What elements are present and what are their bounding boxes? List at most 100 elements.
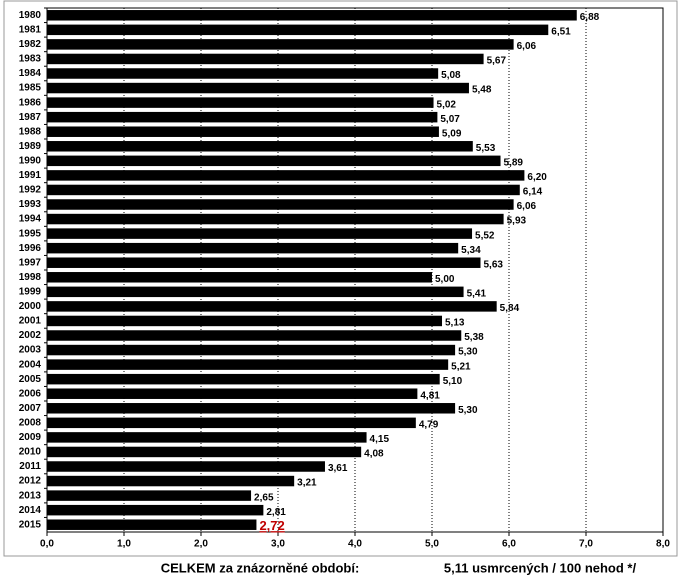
footer-label: CELKEM za znázorněné období: <box>161 560 360 575</box>
y-tick-label: 1989 <box>19 141 42 152</box>
y-tick-label: 1981 <box>19 24 42 35</box>
y-tick-label: 2000 <box>19 301 42 312</box>
y-tick-label: 2004 <box>19 359 42 370</box>
x-tick-label: 2,0 <box>194 539 208 550</box>
bar <box>47 330 462 341</box>
x-tick-label: 4,0 <box>348 539 362 550</box>
y-tick-label: 1991 <box>19 170 42 181</box>
y-tick-label: 1995 <box>19 228 42 239</box>
bar <box>47 432 367 443</box>
y-tick-label: 1983 <box>19 54 42 65</box>
bar <box>47 155 501 167</box>
y-tick-label: 2013 <box>19 490 42 501</box>
value-label: 5,30 <box>458 347 478 358</box>
value-label: 5,09 <box>442 128 462 139</box>
bar <box>47 111 438 123</box>
value-label: 5,63 <box>484 259 504 270</box>
y-tick-label: 1990 <box>19 155 42 166</box>
bar <box>47 315 443 327</box>
value-label: 4,79 <box>419 419 439 430</box>
value-label: 6,06 <box>517 41 537 52</box>
y-tick-label: 2009 <box>19 432 42 443</box>
y-tick-label: 1980 <box>19 10 42 21</box>
y-tick-label: 2003 <box>19 345 42 356</box>
bar <box>47 446 362 458</box>
y-tick-label: 1992 <box>19 185 42 196</box>
value-label: 3,21 <box>297 478 317 489</box>
value-label: 5,52 <box>475 230 495 241</box>
value-label: 5,02 <box>437 99 457 110</box>
x-tick-label: 1,0 <box>117 539 131 550</box>
bar <box>47 39 514 50</box>
value-label: 5,41 <box>467 288 487 299</box>
value-label: 5,84 <box>500 303 520 314</box>
y-tick-label: 1994 <box>19 214 42 225</box>
y-tick-label: 1985 <box>19 83 42 94</box>
value-label: 5,34 <box>461 245 481 256</box>
y-tick-label: 2002 <box>19 330 42 341</box>
value-label: 6,06 <box>517 201 537 212</box>
x-tick-label: 8,0 <box>656 539 670 550</box>
bar <box>47 417 416 429</box>
value-label: 5,89 <box>504 157 524 168</box>
x-tick-label: 6,0 <box>502 539 516 550</box>
bar <box>47 388 418 399</box>
y-tick-label: 1987 <box>19 112 42 123</box>
value-label: 2,65 <box>254 492 274 503</box>
value-label: 6,14 <box>523 187 543 198</box>
bar <box>47 504 264 516</box>
x-tick-label: 3,0 <box>271 539 285 550</box>
value-label: 4,08 <box>364 449 384 460</box>
value-label: 6,20 <box>527 172 547 183</box>
bar <box>47 53 484 65</box>
y-tick-label: 1993 <box>19 199 42 210</box>
y-tick-label: 2011 <box>19 461 41 472</box>
bar <box>47 170 525 181</box>
value-label: 4,81 <box>420 390 440 401</box>
value-label: 5,67 <box>487 56 507 67</box>
bar <box>47 490 252 501</box>
value-label: 6,88 <box>580 12 600 23</box>
bar <box>47 228 473 239</box>
bar <box>47 359 449 370</box>
y-tick-label: 2014 <box>19 505 42 516</box>
bar <box>47 126 439 137</box>
bar <box>47 344 456 356</box>
value-label: 5,13 <box>445 318 465 329</box>
value-label: 5,93 <box>507 216 527 227</box>
y-tick-label: 2006 <box>19 388 42 399</box>
bar <box>47 97 434 108</box>
value-label: 6,51 <box>551 26 571 37</box>
bar <box>47 24 549 36</box>
value-label: 5,07 <box>440 114 460 125</box>
bar <box>47 403 456 414</box>
y-tick-label: 1984 <box>19 68 42 79</box>
y-tick-label: 1988 <box>19 126 42 137</box>
value-label: 5,10 <box>443 376 463 387</box>
value-label: 5,00 <box>435 274 455 285</box>
bar <box>47 68 439 79</box>
y-tick-label: 2007 <box>19 403 42 414</box>
x-tick-label: 5,0 <box>425 539 439 550</box>
bar <box>47 184 520 196</box>
bar <box>47 82 469 94</box>
y-tick-label: 1998 <box>19 272 42 283</box>
x-tick-label: 7,0 <box>579 539 593 550</box>
bar <box>47 10 577 21</box>
footer-value: 5,11 usmrcených / 100 nehod */ <box>444 560 637 575</box>
y-tick-label: 2010 <box>19 447 42 458</box>
bar <box>47 301 497 312</box>
bar <box>47 199 514 210</box>
y-tick-label: 2012 <box>19 476 42 487</box>
bar <box>47 373 440 385</box>
value-label: 5,08 <box>441 70 461 81</box>
bar <box>47 475 295 487</box>
value-label: 5,38 <box>464 332 484 343</box>
y-tick-label: 1982 <box>19 39 42 50</box>
bar <box>47 519 257 530</box>
y-tick-label: 2001 <box>19 316 42 327</box>
y-tick-label: 1986 <box>19 97 42 108</box>
y-tick-label: 2005 <box>19 374 42 385</box>
value-label: 4,15 <box>370 434 390 445</box>
